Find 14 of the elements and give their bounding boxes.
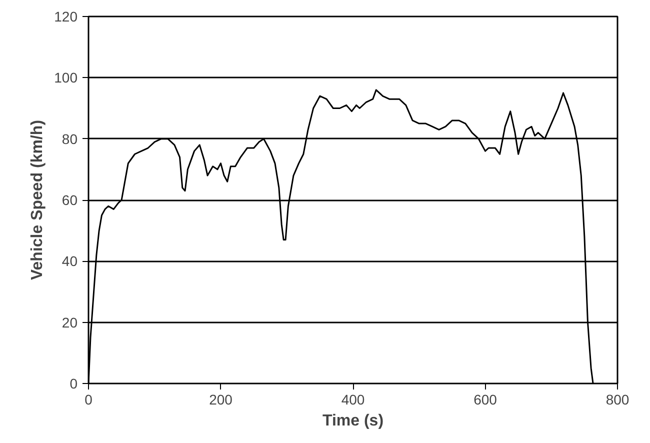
y-tick-label: 40: [62, 253, 78, 270]
y-axis-title: Vehicle Speed (km/h): [29, 120, 46, 280]
y-tick-label: 20: [62, 314, 78, 330]
y-tick-label: 60: [62, 192, 78, 208]
y-tick-label: 120: [54, 8, 78, 24]
y-tick-label: 0: [70, 376, 78, 392]
x-tick-label: 800: [606, 392, 630, 408]
x-tick-label: 600: [474, 392, 498, 408]
x-tick-label: 200: [209, 392, 233, 408]
x-axis-title: Time (s): [322, 412, 384, 430]
y-tick-label: 100: [54, 70, 78, 86]
y-tick-label: 80: [62, 130, 78, 147]
x-tick-label: 0: [84, 392, 93, 408]
x-tick-label: 400: [341, 392, 365, 408]
